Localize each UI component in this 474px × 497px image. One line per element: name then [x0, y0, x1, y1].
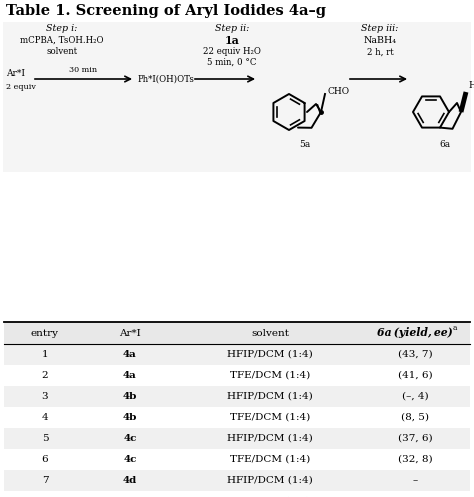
Text: 6: 6: [42, 455, 48, 464]
Bar: [4, 407, 470, 428]
Text: 7: 7: [42, 476, 48, 485]
Bar: [4, 322, 470, 344]
Text: 1a: 1a: [225, 35, 239, 46]
Bar: [4, 449, 470, 470]
Text: (41, 6): (41, 6): [398, 371, 432, 380]
Text: Step ii:: Step ii:: [215, 24, 249, 33]
Text: 6a: 6a: [439, 140, 451, 149]
Text: HFIP/DCM (1:4): HFIP/DCM (1:4): [227, 434, 313, 443]
Bar: [4, 470, 470, 491]
Text: 4b: 4b: [123, 392, 137, 401]
Text: (–, 4): (–, 4): [401, 392, 428, 401]
Text: 30 min: 30 min: [69, 66, 98, 74]
Text: (8, 5): (8, 5): [401, 413, 429, 422]
Text: solvent: solvent: [251, 329, 289, 337]
Text: mCPBA, TsOH.H₂O: mCPBA, TsOH.H₂O: [20, 36, 104, 45]
Bar: [4, 344, 470, 365]
Text: entry: entry: [31, 329, 59, 337]
Text: 4a: 4a: [123, 371, 137, 380]
Text: –: –: [412, 476, 418, 485]
Text: HO: HO: [468, 81, 474, 90]
Text: 5 min, 0 °C: 5 min, 0 °C: [207, 58, 257, 67]
Text: 6a (yield, ee): 6a (yield, ee): [377, 328, 453, 338]
Text: Ar*I: Ar*I: [6, 70, 25, 79]
Text: 5a: 5a: [300, 140, 310, 149]
Text: (32, 8): (32, 8): [398, 455, 432, 464]
Text: (37, 6): (37, 6): [398, 434, 432, 443]
Text: 3: 3: [42, 392, 48, 401]
Text: 2 equiv: 2 equiv: [6, 83, 36, 91]
Text: TFE/DCM (1:4): TFE/DCM (1:4): [230, 455, 310, 464]
Bar: [4, 428, 470, 449]
Text: Step iii:: Step iii:: [361, 24, 399, 33]
Text: 4d: 4d: [123, 476, 137, 485]
Text: 4c: 4c: [123, 455, 137, 464]
Text: 1: 1: [42, 350, 48, 359]
Text: TFE/DCM (1:4): TFE/DCM (1:4): [230, 371, 310, 380]
Bar: [3, 22, 471, 172]
Text: solvent: solvent: [46, 47, 78, 56]
Text: 4: 4: [42, 413, 48, 422]
Bar: [4, 365, 470, 386]
Text: HFIP/DCM (1:4): HFIP/DCM (1:4): [227, 476, 313, 485]
Text: 2 h, rt: 2 h, rt: [366, 48, 393, 57]
Text: HFIP/DCM (1:4): HFIP/DCM (1:4): [227, 350, 313, 359]
Text: 4a: 4a: [123, 350, 137, 359]
Text: 4c: 4c: [123, 434, 137, 443]
Bar: [4, 491, 470, 497]
Text: 5: 5: [42, 434, 48, 443]
Bar: [4, 386, 470, 407]
Text: Ar*I: Ar*I: [119, 329, 141, 337]
Text: (43, 7): (43, 7): [398, 350, 432, 359]
Text: 2: 2: [42, 371, 48, 380]
Text: Ph*I(OH)OTs: Ph*I(OH)OTs: [138, 75, 195, 83]
Text: Table 1. Screening of Aryl Iodides 4a–g: Table 1. Screening of Aryl Iodides 4a–g: [6, 4, 326, 18]
Text: 4b: 4b: [123, 413, 137, 422]
Text: a: a: [453, 324, 457, 332]
Text: 22 equiv H₂O: 22 equiv H₂O: [203, 47, 261, 56]
Text: Step i:: Step i:: [46, 24, 78, 33]
Text: TFE/DCM (1:4): TFE/DCM (1:4): [230, 413, 310, 422]
Text: NaBH₄: NaBH₄: [364, 36, 396, 45]
Text: HFIP/DCM (1:4): HFIP/DCM (1:4): [227, 392, 313, 401]
Text: CHO: CHO: [328, 87, 350, 96]
